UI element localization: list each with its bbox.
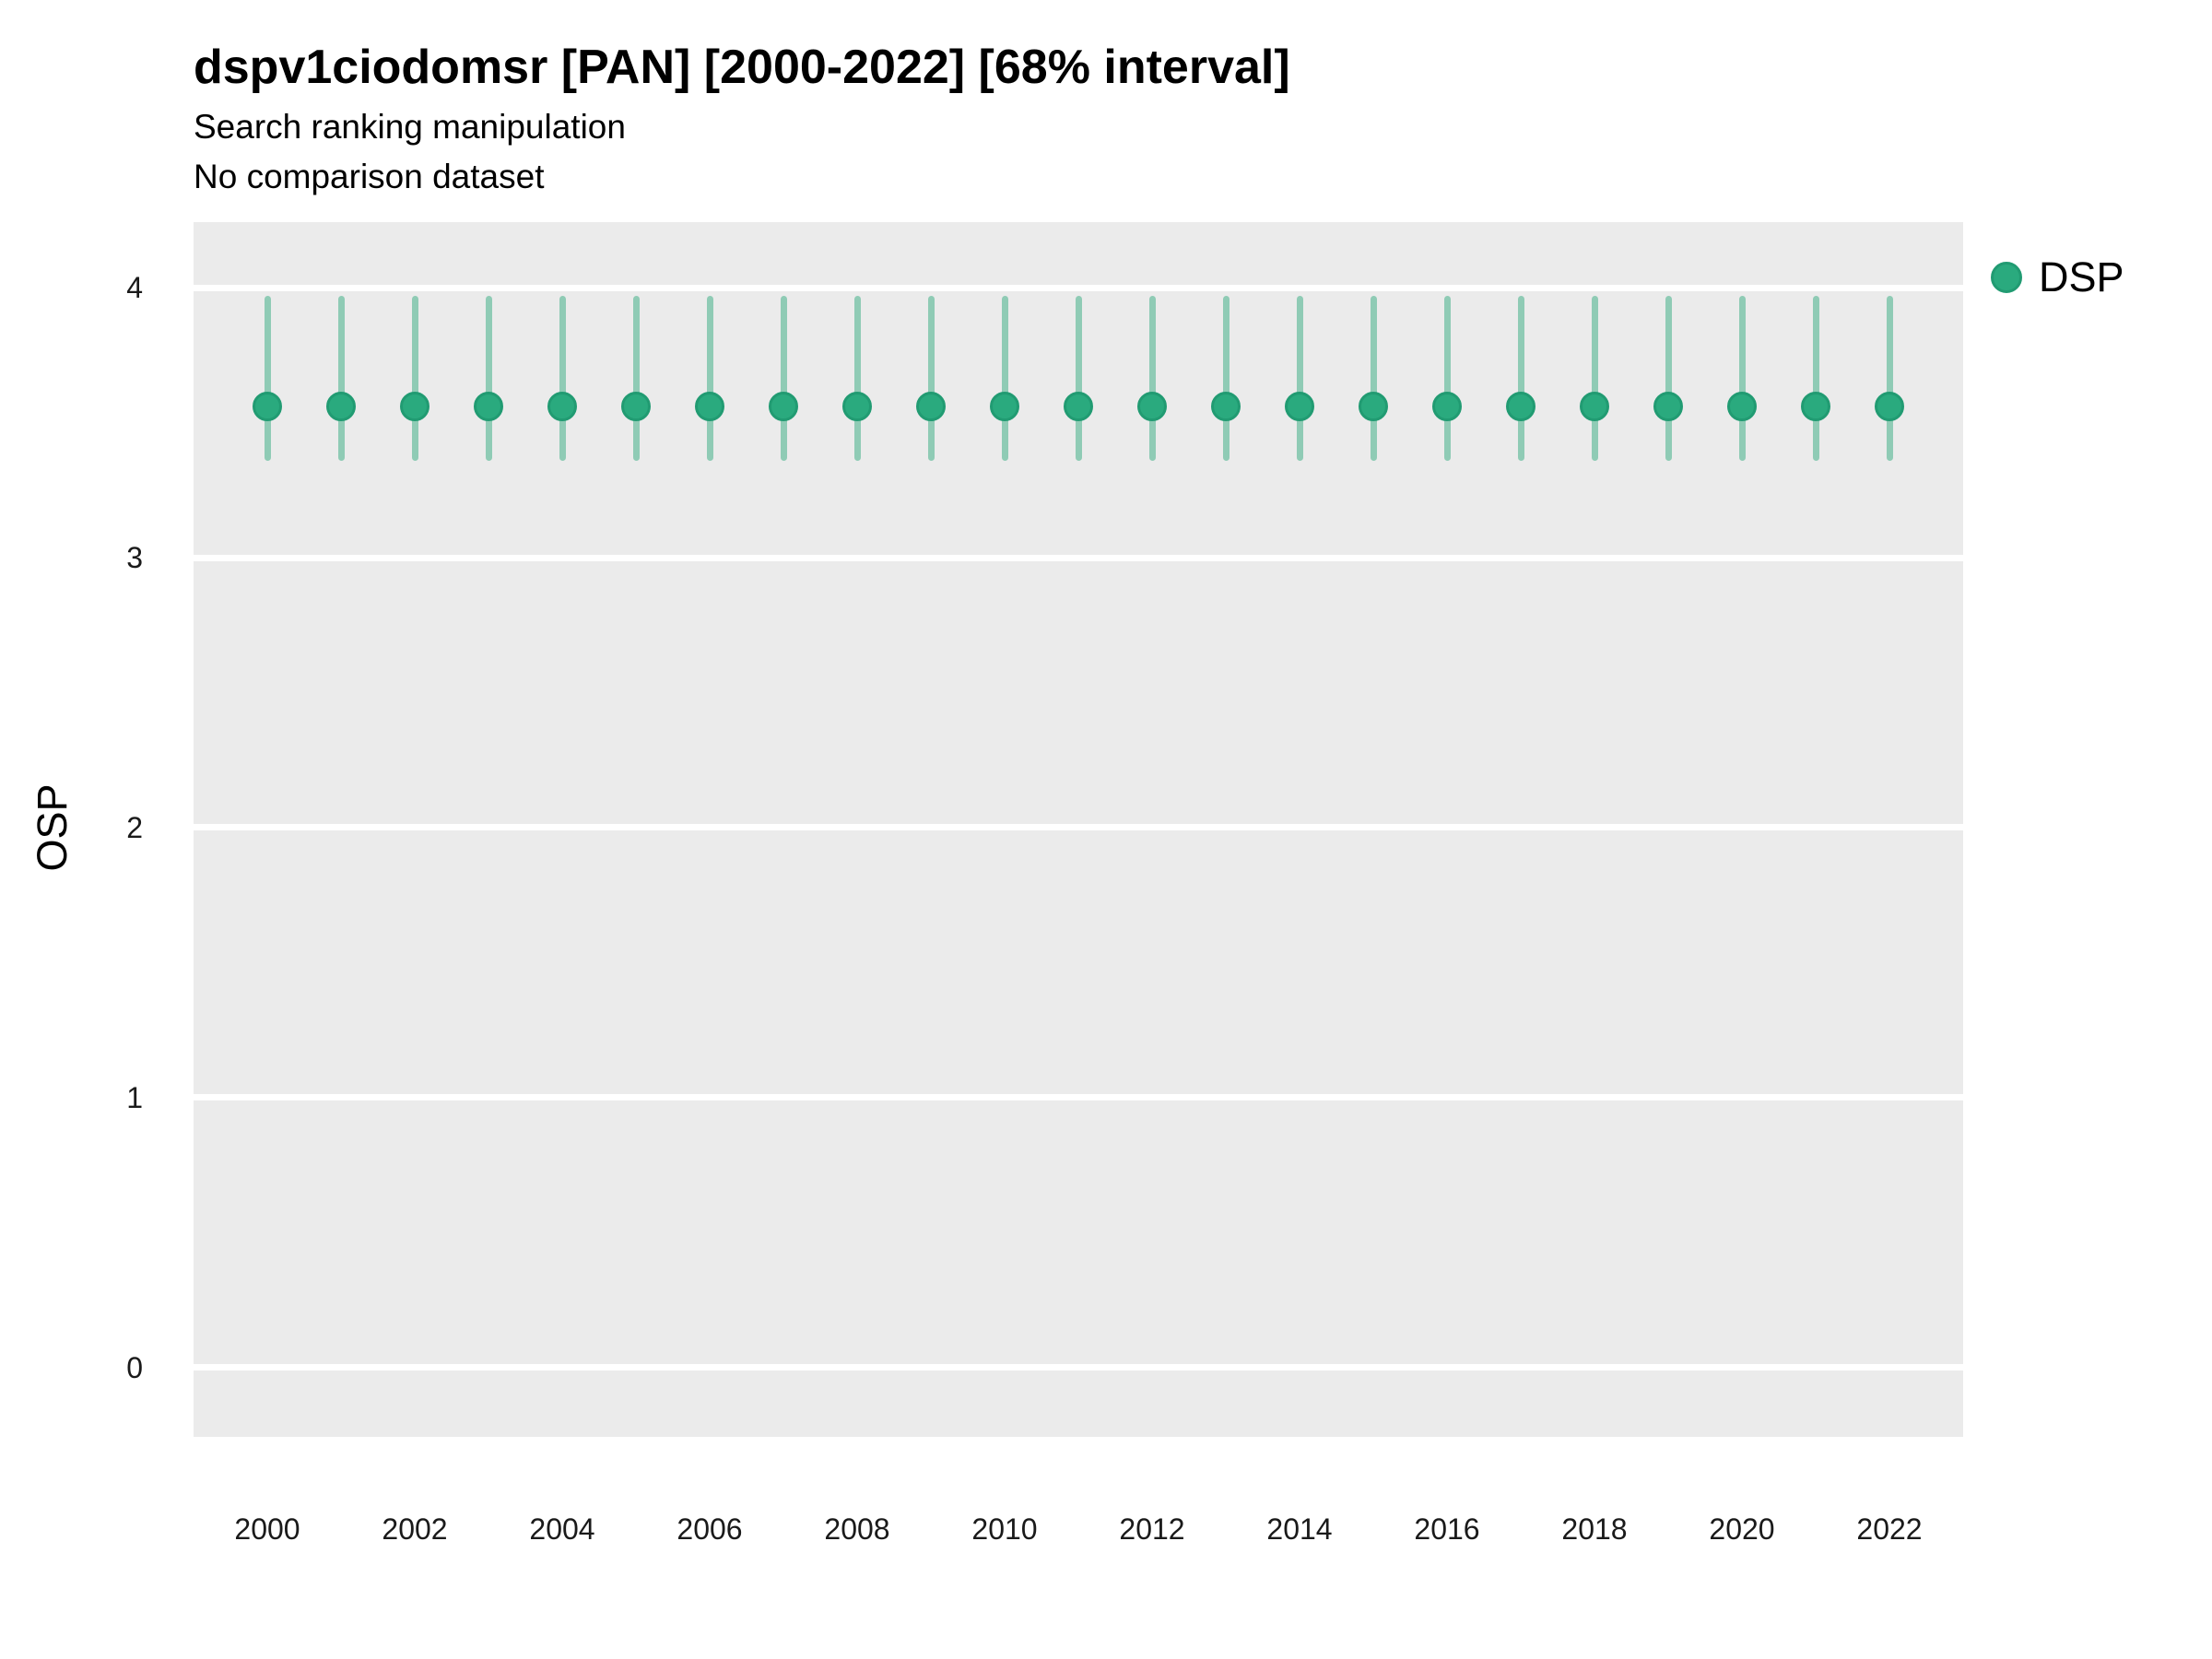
chart-title: dspv1ciodomsr [PAN] [2000-2022] [68% int… bbox=[194, 41, 1290, 94]
interval-bar-2000 bbox=[264, 295, 271, 461]
interval-bar-2018 bbox=[1591, 295, 1598, 461]
interval-bar-2005 bbox=[632, 295, 640, 461]
plot-panel bbox=[194, 222, 1963, 1437]
x-tick-label-2014: 2014 bbox=[1266, 1512, 1333, 1546]
interval-bar-2003 bbox=[485, 295, 492, 461]
x-tick-label-2008: 2008 bbox=[824, 1512, 890, 1546]
data-point-2000 bbox=[253, 392, 282, 422]
x-tick-label-2022: 2022 bbox=[1856, 1512, 1923, 1546]
interval-bar-2008 bbox=[853, 295, 861, 461]
data-point-2012 bbox=[1137, 392, 1167, 422]
data-point-2007 bbox=[769, 392, 798, 422]
interval-bar-2015 bbox=[1370, 295, 1377, 461]
gridline-y-1 bbox=[194, 1094, 1963, 1101]
data-point-2013 bbox=[1211, 392, 1241, 422]
interval-bar-2012 bbox=[1148, 295, 1156, 461]
interval-bar-2013 bbox=[1222, 295, 1230, 461]
x-tick-label-2000: 2000 bbox=[234, 1512, 300, 1546]
x-tick-label-2020: 2020 bbox=[1709, 1512, 1775, 1546]
gridline-y-2 bbox=[194, 824, 1963, 831]
y-tick-label-1: 1 bbox=[126, 1080, 143, 1114]
interval-bar-2006 bbox=[706, 295, 713, 461]
data-point-2005 bbox=[621, 392, 651, 422]
x-tick-label-2002: 2002 bbox=[382, 1512, 448, 1546]
gridline-y-4 bbox=[194, 284, 1963, 291]
data-point-2018 bbox=[1580, 392, 1609, 422]
data-point-2009 bbox=[916, 392, 946, 422]
data-point-2015 bbox=[1359, 392, 1388, 422]
data-point-2020 bbox=[1727, 392, 1757, 422]
interval-bar-2001 bbox=[337, 295, 345, 461]
legend-point-icon bbox=[1991, 262, 2022, 293]
x-tick-label-2004: 2004 bbox=[529, 1512, 595, 1546]
legend-label: DSP bbox=[2039, 253, 2124, 300]
data-point-2011 bbox=[1064, 392, 1093, 422]
data-point-2019 bbox=[1653, 392, 1683, 422]
data-point-2002 bbox=[400, 392, 429, 422]
x-tick-label-2016: 2016 bbox=[1414, 1512, 1480, 1546]
data-point-2001 bbox=[326, 392, 356, 422]
interval-bar-2014 bbox=[1296, 295, 1303, 461]
interval-bar-2011 bbox=[1075, 295, 1082, 461]
interval-bar-2010 bbox=[1001, 295, 1008, 461]
interval-bar-2004 bbox=[559, 295, 566, 461]
interval-bar-2017 bbox=[1517, 295, 1524, 461]
interval-bar-2022 bbox=[1886, 295, 1893, 461]
data-point-2003 bbox=[474, 392, 503, 422]
x-tick-label-2018: 2018 bbox=[1561, 1512, 1628, 1546]
interval-bar-2002 bbox=[411, 295, 418, 461]
data-point-2008 bbox=[842, 392, 872, 422]
data-point-2017 bbox=[1506, 392, 1535, 422]
data-point-2022 bbox=[1875, 392, 1904, 422]
interval-bar-2016 bbox=[1443, 295, 1451, 461]
y-tick-label-3: 3 bbox=[126, 541, 143, 575]
chart-subtitle-secondary: No comparison dataset bbox=[194, 158, 545, 195]
x-tick-label-2006: 2006 bbox=[677, 1512, 743, 1546]
interval-bar-2009 bbox=[927, 295, 935, 461]
chart-subtitle: Search ranking manipulation bbox=[194, 108, 626, 146]
interval-bar-2019 bbox=[1665, 295, 1672, 461]
gridline-y-0 bbox=[194, 1364, 1963, 1371]
x-tick-label-2010: 2010 bbox=[971, 1512, 1038, 1546]
y-tick-label-2: 2 bbox=[126, 810, 143, 844]
legend: DSP bbox=[1991, 253, 2124, 302]
data-point-2021 bbox=[1801, 392, 1830, 422]
data-point-2004 bbox=[547, 392, 577, 422]
interval-bar-2021 bbox=[1812, 295, 1819, 461]
data-point-2006 bbox=[695, 392, 724, 422]
data-point-2014 bbox=[1285, 392, 1314, 422]
interval-bar-2020 bbox=[1738, 295, 1746, 461]
gridline-y-3 bbox=[194, 554, 1963, 561]
data-point-2016 bbox=[1432, 392, 1462, 422]
interval-bar-2007 bbox=[780, 295, 787, 461]
y-tick-label-0: 0 bbox=[126, 1350, 143, 1384]
x-tick-label-2012: 2012 bbox=[1119, 1512, 1185, 1546]
y-tick-label-4: 4 bbox=[126, 271, 143, 305]
data-point-2010 bbox=[990, 392, 1019, 422]
